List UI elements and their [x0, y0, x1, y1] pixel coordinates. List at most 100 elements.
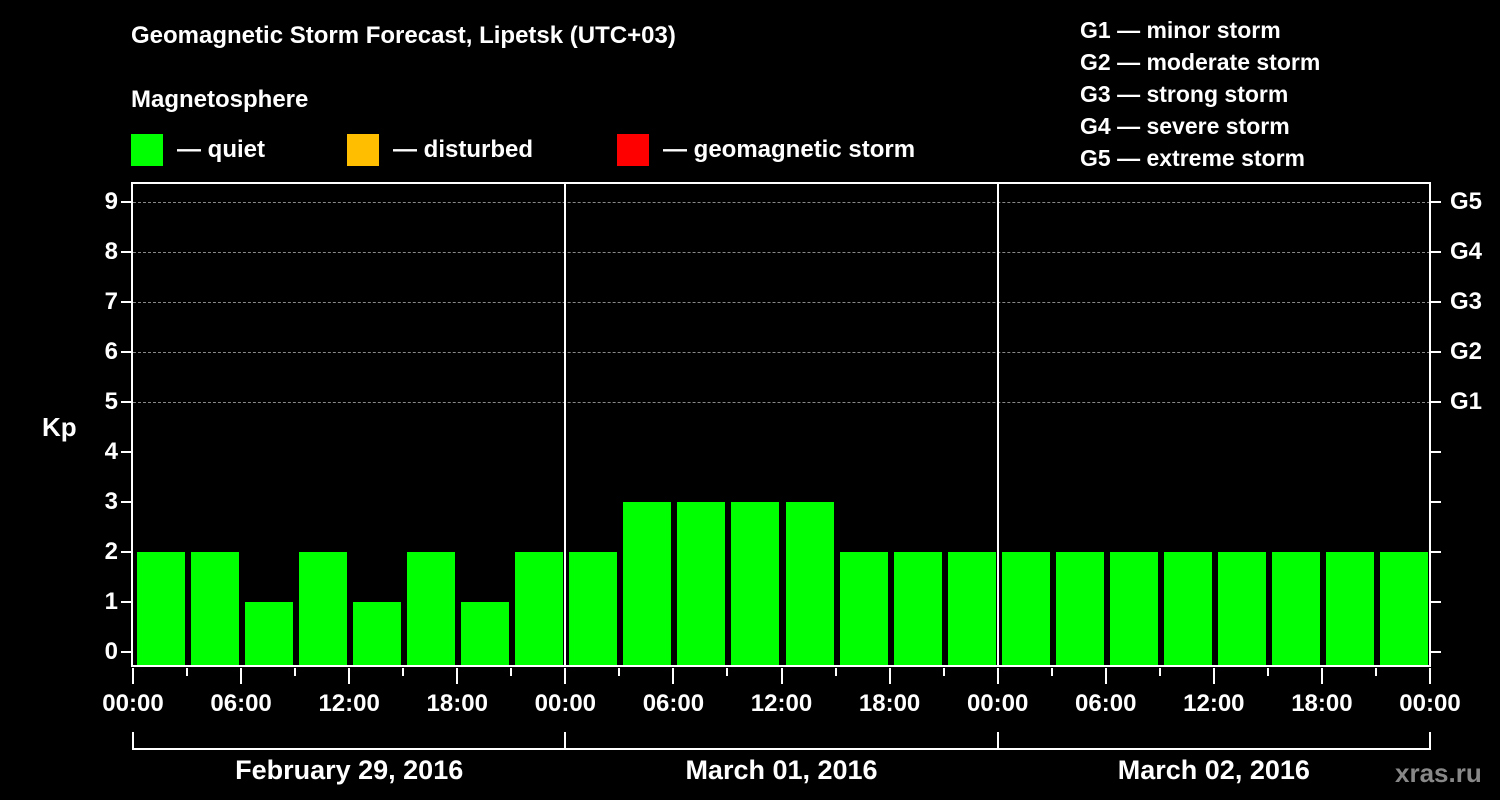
x-tick-label: 06:00	[210, 690, 272, 717]
y-tick	[121, 501, 131, 503]
kp-bar	[1055, 552, 1104, 667]
x-tick-label: 00:00	[1399, 690, 1461, 717]
x-tick-label: 18:00	[1291, 690, 1353, 717]
x-tick	[564, 668, 567, 684]
y-tick	[121, 251, 131, 253]
kp-bar	[623, 502, 672, 667]
legend-item-quiet: — quiet	[131, 134, 265, 166]
g-level-label: G4	[1450, 238, 1483, 265]
legend-label-storm: — geomagnetic storm	[663, 136, 916, 163]
y2-tick	[1431, 401, 1441, 403]
g-legend-g1: G1 — minor storm	[1080, 17, 1281, 43]
x-tick	[942, 668, 945, 676]
y2-tick	[1431, 201, 1441, 203]
x-tick	[1050, 668, 1053, 676]
day-label: March 02, 2016	[1117, 755, 1310, 785]
x-tick	[888, 668, 891, 684]
y2-tick	[1431, 251, 1441, 253]
kp-bar	[461, 602, 510, 667]
g-legend-g3: G3 — strong storm	[1080, 81, 1289, 107]
kp-bar	[1163, 552, 1212, 667]
y-tick-label: 7	[104, 288, 118, 315]
x-tick	[1374, 668, 1377, 676]
g-legend-g4: G4 — severe storm	[1080, 113, 1290, 139]
kp-bar	[731, 502, 780, 667]
y-tick-label: 1	[104, 588, 118, 615]
g-level-label: G5	[1450, 188, 1483, 215]
kp-bar	[785, 502, 834, 667]
g-level-label: G2	[1450, 338, 1483, 365]
kp-bar	[677, 502, 726, 667]
kp-bar	[1217, 552, 1266, 667]
y-tick	[121, 401, 131, 403]
y-tick	[121, 601, 131, 603]
y-tick-label: 6	[104, 338, 118, 365]
y-axis-label: Kp	[42, 412, 77, 442]
y-tick	[121, 551, 131, 553]
gridline	[133, 302, 1430, 303]
y-tick-label: 2	[104, 538, 118, 565]
y-tick-label: 9	[104, 188, 118, 215]
kp-bar	[515, 552, 564, 667]
y-tick-label: 4	[104, 438, 118, 465]
x-tick	[1104, 668, 1107, 684]
y-tick-label: 5	[104, 388, 118, 415]
kp-bar	[245, 602, 294, 667]
kp-bar	[1109, 552, 1158, 667]
day-separator	[564, 182, 567, 667]
kp-bar	[1271, 552, 1320, 667]
x-tick	[402, 668, 405, 676]
kp-bar	[1001, 552, 1050, 667]
kp-bar	[137, 552, 186, 667]
x-tick	[294, 668, 297, 676]
legend-item-disturbed: — disturbed	[347, 134, 533, 166]
legend-swatch-storm	[617, 134, 649, 166]
g-legend-g5: G5 — extreme storm	[1080, 145, 1305, 171]
day-bracket-tick	[564, 732, 567, 750]
plot-frame	[131, 182, 1431, 667]
x-tick	[1266, 668, 1269, 676]
kp-bar	[1379, 552, 1428, 667]
x-tick-label: 18:00	[426, 690, 488, 717]
x-tick	[456, 668, 459, 684]
day-bracket-tick	[996, 732, 999, 750]
day-label: March 01, 2016	[685, 755, 878, 785]
x-tick-label: 00:00	[966, 690, 1029, 717]
day-bracket-tick	[1429, 732, 1431, 750]
x-tick	[780, 668, 783, 684]
x-tick-label: 06:00	[642, 690, 705, 717]
x-tick	[186, 668, 189, 676]
kp-bar	[407, 552, 456, 667]
x-tick	[240, 668, 243, 684]
day-bracket-tick	[132, 732, 134, 750]
x-tick	[1320, 668, 1323, 684]
x-tick-label: 06:00	[1075, 690, 1137, 717]
y2-tick	[1431, 451, 1441, 453]
g-scale-legend: G1 — minor storm G2 — moderate storm G3 …	[1080, 14, 1320, 174]
y-tick	[121, 201, 131, 203]
x-tick-label: 18:00	[858, 690, 921, 717]
x-tick	[132, 668, 134, 684]
legend-swatch-quiet	[131, 134, 163, 166]
x-tick	[672, 668, 675, 684]
y2-tick	[1431, 601, 1441, 603]
y-tick	[121, 301, 131, 303]
y2-tick	[1431, 501, 1441, 503]
kp-bar	[191, 552, 240, 667]
g-legend-g2: G2 — moderate storm	[1080, 49, 1321, 75]
kp-bar	[353, 602, 402, 667]
day-bracket	[133, 748, 1430, 750]
kp-bar	[893, 552, 942, 667]
day-label: February 29, 2016	[235, 755, 464, 785]
legend-item-storm: — geomagnetic storm	[617, 134, 915, 166]
kp-bar	[299, 552, 348, 667]
y-tick	[121, 651, 131, 653]
gridline	[133, 252, 1430, 253]
x-tick-label: 12:00	[1183, 690, 1245, 717]
kp-bar	[839, 552, 888, 667]
day-separator	[996, 182, 999, 667]
y2-tick	[1431, 351, 1441, 353]
legend-label-quiet: — quiet	[177, 136, 265, 163]
x-tick-label: 12:00	[318, 690, 380, 717]
x-tick	[996, 668, 999, 684]
